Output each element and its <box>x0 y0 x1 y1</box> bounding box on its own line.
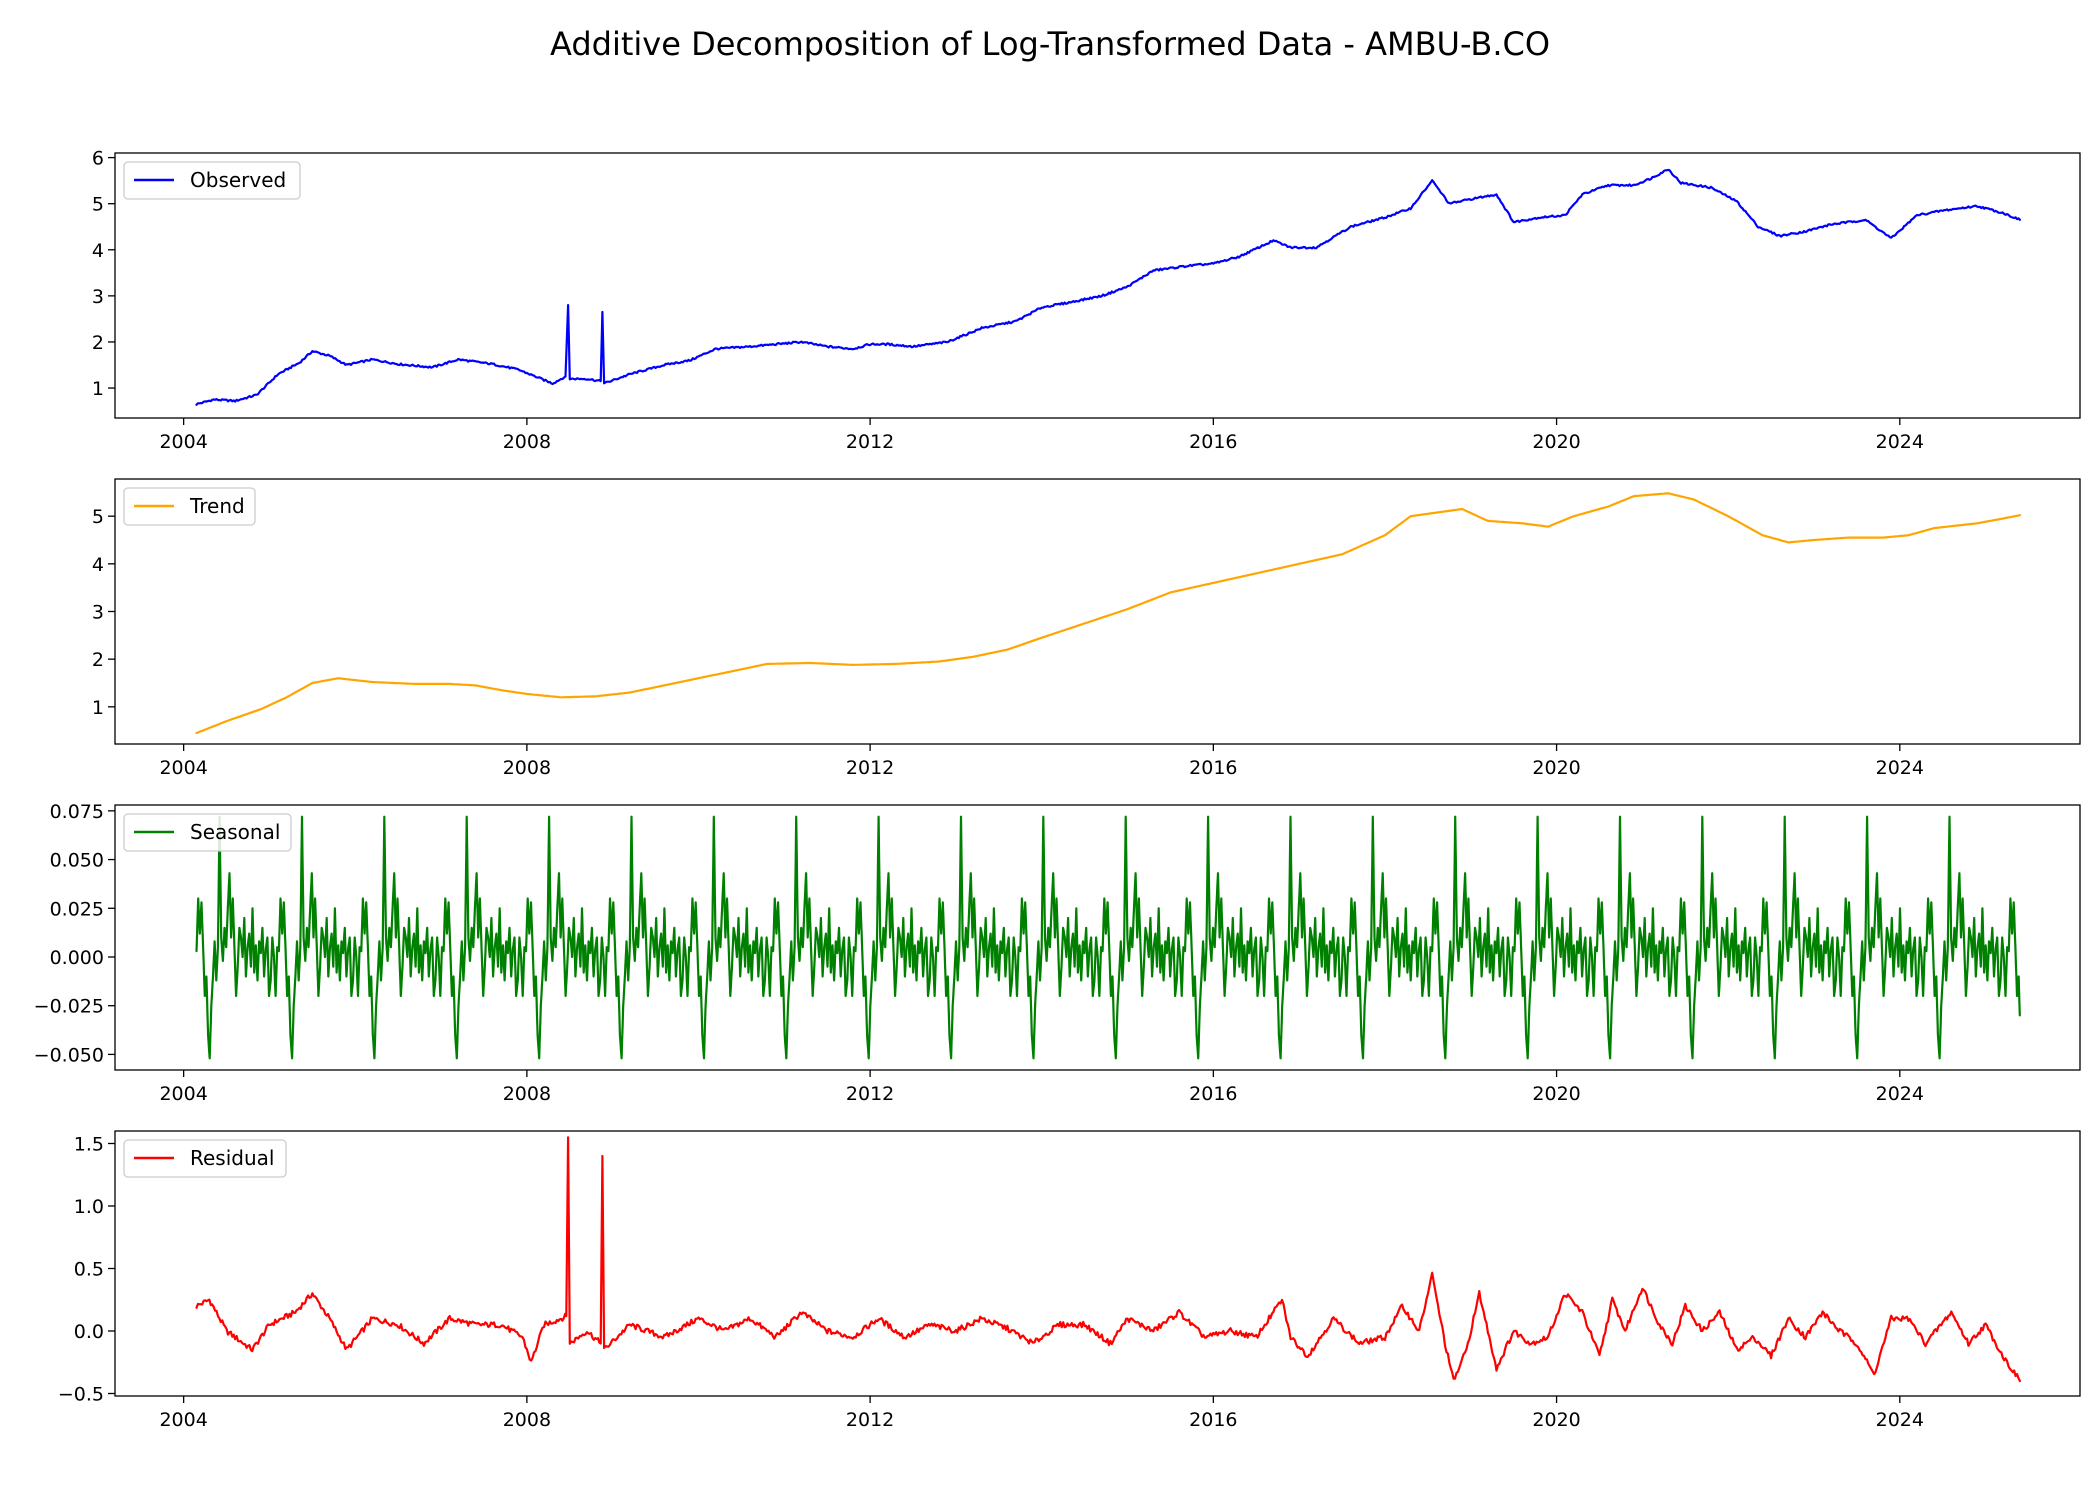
trend-xtick-label: 2004 <box>159 757 207 779</box>
residual-ytick-label: 1.0 <box>74 1196 104 1218</box>
seasonal-xtick-label: 2020 <box>1532 1083 1580 1105</box>
observed-legend: Observed <box>123 161 301 200</box>
trend-panel: 2004 2008 2012 2016 2020 2024 1 2 3 4 5 Trend <box>92 478 2081 779</box>
residual-series-line <box>195 1136 2022 1383</box>
seasonal-ytick-label: 0.050 <box>50 850 104 872</box>
observed-xtick-label: 2008 <box>503 431 551 453</box>
seasonal-legend: Seasonal <box>123 813 292 852</box>
observed-ytick-label: 5 <box>92 194 104 216</box>
trend-xtick-label: 2008 <box>503 757 551 779</box>
observed-xtick-label: 2020 <box>1532 431 1580 453</box>
seasonal-panel: 2004 2008 2012 2016 2020 2024 0.075 0.050 0.025 0… <box>34 801 2081 1105</box>
residual-xtick-label: 2016 <box>1189 1409 1237 1431</box>
seasonal-ytick-label: 0.025 <box>50 898 104 920</box>
observed-series-line <box>195 168 2022 406</box>
seasonal-ytick-label: 0.000 <box>50 947 104 969</box>
seasonal-ytick-label: −0.025 <box>34 996 104 1018</box>
observed-panel: 2004 2008 2012 2016 2020 2024 1 2 3 4 5 6 Observed <box>92 148 2081 453</box>
trend-legend-label: Trend <box>189 494 245 518</box>
trend-legend: Trend <box>123 487 256 526</box>
seasonal-xtick-label: 2008 <box>503 1083 551 1105</box>
observed-xtick-label: 2016 <box>1189 431 1237 453</box>
residual-legend-box <box>123 1139 287 1178</box>
trend-series-line <box>195 492 2022 735</box>
seasonal-series-line <box>195 815 2021 1060</box>
seasonal-xtick-label: 2004 <box>159 1083 207 1105</box>
trend-ytick-label: 1 <box>92 697 104 719</box>
trend-legend-box <box>123 487 256 526</box>
seasonal-xtick-label: 2016 <box>1189 1083 1237 1105</box>
seasonal-xtick-label: 2012 <box>846 1083 894 1105</box>
trend-ytick-label: 5 <box>92 506 104 528</box>
trend-ytick-label: 2 <box>92 649 104 671</box>
observed-ytick-label: 4 <box>92 240 104 262</box>
residual-xtick-label: 2004 <box>159 1409 207 1431</box>
seasonal-legend-box <box>123 813 292 852</box>
seasonal-axes-frame <box>114 804 2081 1071</box>
observed-ytick-label: 2 <box>92 332 104 354</box>
trend-xtick-label: 2024 <box>1876 757 1924 779</box>
seasonal-ytick-label: 0.075 <box>50 801 104 823</box>
residual-panel: 2004 2008 2012 2016 2020 2024 1.5 1.0 0.5 0.0 −0.5… <box>58 1130 2081 1431</box>
observed-axes-frame <box>114 152 2081 419</box>
seasonal-xtick-label: 2024 <box>1876 1083 1924 1105</box>
observed-legend-label: Observed <box>190 168 286 192</box>
residual-ytick-label: 0.5 <box>74 1259 104 1281</box>
residual-xtick-label: 2024 <box>1876 1409 1924 1431</box>
seasonal-legend-label: Seasonal <box>190 820 280 844</box>
residual-legend: Residual <box>123 1139 287 1178</box>
residual-ytick-label: 0.0 <box>74 1321 104 1343</box>
trend-xtick-label: 2020 <box>1532 757 1580 779</box>
observed-legend-box <box>123 161 301 200</box>
trend-ytick-label: 4 <box>92 554 104 576</box>
residual-xtick-label: 2008 <box>503 1409 551 1431</box>
residual-ytick-label: 1.5 <box>74 1134 104 1156</box>
trend-ytick-label: 3 <box>92 602 104 624</box>
observed-xtick-label: 2004 <box>159 431 207 453</box>
trend-axes-frame <box>114 478 2081 745</box>
trend-xtick-label: 2012 <box>846 757 894 779</box>
residual-axes-frame <box>114 1130 2081 1397</box>
observed-ytick-label: 6 <box>92 148 104 170</box>
residual-xtick-label: 2020 <box>1532 1409 1580 1431</box>
figure-title: Additive Decomposition of Log-Transforme… <box>550 25 1550 63</box>
residual-ytick-label: −0.5 <box>58 1384 104 1406</box>
trend-xtick-label: 2016 <box>1189 757 1237 779</box>
residual-legend-label: Residual <box>190 1146 274 1170</box>
seasonal-ytick-label: −0.050 <box>34 1044 104 1066</box>
observed-ytick-label: 1 <box>92 378 104 400</box>
observed-ytick-label: 3 <box>92 286 104 308</box>
residual-xtick-label: 2012 <box>846 1409 894 1431</box>
observed-xtick-label: 2012 <box>846 431 894 453</box>
observed-xtick-label: 2024 <box>1876 431 1924 453</box>
panels: 2004 2008 2012 2016 2020 2024123456Observed20… <box>34 148 2081 1431</box>
